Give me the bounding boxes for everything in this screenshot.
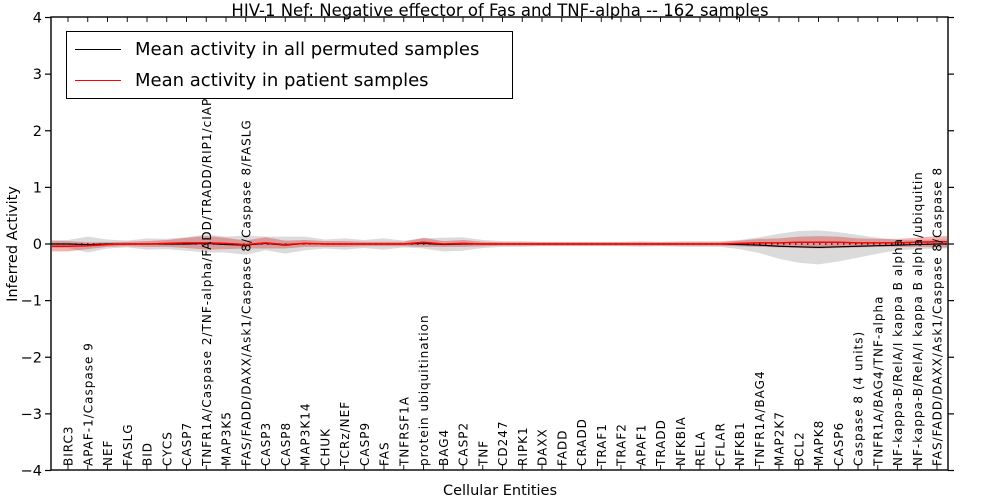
chart-title: HIV-1 Nef: Negative effector of Fas and … <box>231 1 769 20</box>
x-tick-label: CASP2 <box>457 422 471 466</box>
x-tick-label: CHUK <box>318 428 332 466</box>
x-tick-label: TRAF2 <box>615 423 629 467</box>
y-tick-label: 2 <box>33 124 42 140</box>
patient-mean-line <box>52 240 947 248</box>
legend-label-permuted: Mean activity in all permuted samples <box>135 39 480 60</box>
patient-line-swatch <box>75 80 121 81</box>
permuted-line-swatch <box>75 49 121 50</box>
x-tick-label: CASP9 <box>358 422 372 466</box>
x-tick-label: Caspase 8 (4 units) <box>852 331 866 466</box>
x-tick-label: FADD <box>555 430 569 467</box>
x-tick-label: MAPK8 <box>812 420 826 466</box>
x-tick-label: TCRz/NEF <box>338 401 352 467</box>
x-tick-label: FAS/FADD/DAXX/Ask1/Caspase 8/Caspase 8/F… <box>239 119 253 466</box>
x-tick-label: FASLG <box>121 423 135 466</box>
x-tick-label: CASP7 <box>180 422 194 466</box>
x-tick-label: protein ubiquitination <box>417 314 431 466</box>
y-tick-label: −4 <box>21 464 42 480</box>
permuted-std-band <box>52 230 947 265</box>
x-tick-label: TRADD <box>654 419 668 467</box>
legend-item-patient: Mean activity in patient samples <box>67 69 512 93</box>
x-tick-label: NFKB1 <box>733 421 747 466</box>
x-tick-label: DAXX <box>536 428 550 466</box>
x-tick-label: CASP6 <box>832 422 846 466</box>
y-tick-label: 4 <box>33 11 42 27</box>
x-tick-label: TNFR1A/Caspase 2/TNF-alpha/FADD/TRADD/RI… <box>200 50 214 467</box>
legend-label-patient: Mean activity in patient samples <box>135 70 429 91</box>
x-tick-label: BCL2 <box>792 431 806 466</box>
x-tick-label: TNFR1A/BAG4 <box>753 370 767 467</box>
y-tick-label: 3 <box>33 67 42 83</box>
y-tick-label: −3 <box>21 407 42 423</box>
x-tick-label: RELA <box>694 431 708 466</box>
x-tick-label: NF-kappa-B/RelA/I kappa B alpha/ubiquiti… <box>911 171 925 466</box>
y-tick-label: −2 <box>21 350 42 366</box>
x-tick-label: TNFR1A/BAG4/TNF-alpha <box>871 296 885 467</box>
x-tick-label: CASP3 <box>259 422 273 466</box>
x-tick-label: NF-kappa-B/RelA/I kappa B alpha <box>891 238 905 466</box>
x-tick-label: MAP3K5 <box>220 411 234 466</box>
legend-item-permuted: Mean activity in all permuted samples <box>67 38 512 62</box>
y-tick-label: 0 <box>33 237 42 253</box>
y-tick-label: 1 <box>33 180 42 196</box>
x-tick-label: FAS <box>378 441 392 466</box>
x-tick-label: APAF-1/Caspase 9 <box>81 342 95 466</box>
x-tick-label: CASP8 <box>279 422 293 466</box>
x-tick-label: MAP3K14 <box>299 402 313 466</box>
x-tick-label: RIPK1 <box>516 426 530 466</box>
x-tick-label: CYCS <box>160 431 174 466</box>
x-tick-label: TRAF1 <box>595 423 609 467</box>
x-tick-label: BID <box>141 442 155 466</box>
x-tick-label: CD247 <box>496 420 510 466</box>
x-tick-label: BAG4 <box>437 429 451 466</box>
x-tick-label: CFLAR <box>713 422 727 466</box>
x-axis-label: Cellular Entities <box>442 483 558 499</box>
x-tick-label: NEF <box>101 440 115 466</box>
x-tick-label: BIRC3 <box>62 425 76 466</box>
x-tick-label: APAF1 <box>634 424 648 466</box>
x-tick-label: TNFRSF1A <box>397 396 411 467</box>
legend: Mean activity in all permuted samples Me… <box>66 31 513 99</box>
x-tick-label: CRADD <box>575 418 589 466</box>
x-tick-label: TNF <box>476 440 490 467</box>
x-tick-label: NFKBIA <box>674 416 688 466</box>
y-tick-label: −1 <box>21 294 42 310</box>
x-tick-label: MAP2K7 <box>773 411 787 466</box>
x-tick-label: FAS/FADD/DAXX/Ask1/Caspase 8/Caspase 8 <box>931 167 945 466</box>
y-axis-label: Inferred Activity <box>5 186 21 302</box>
